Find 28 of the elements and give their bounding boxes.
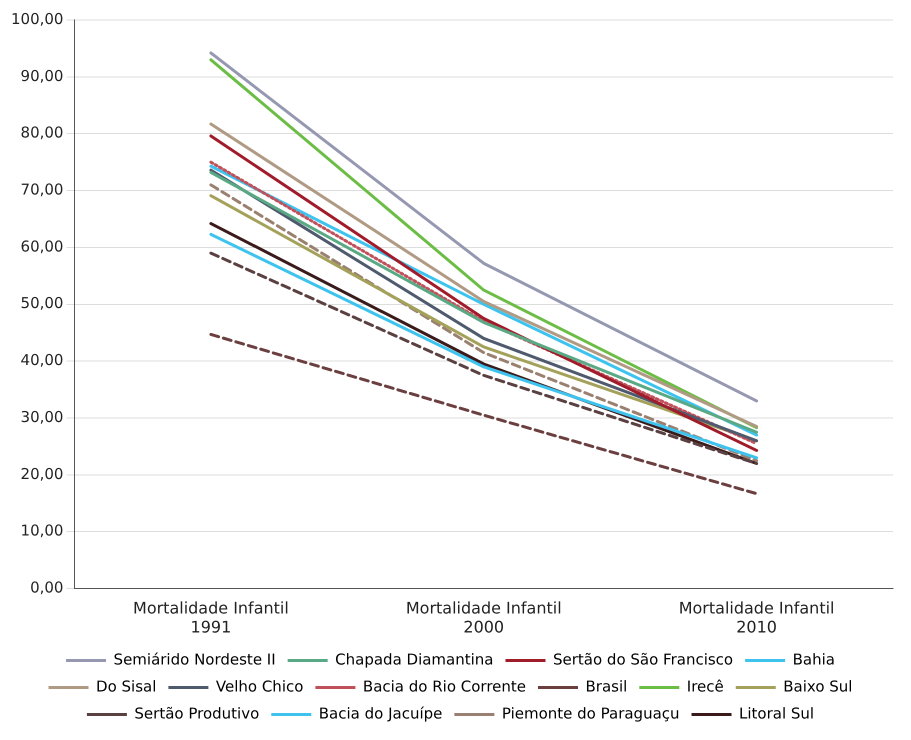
legend-label: Sertão Produtivo xyxy=(134,704,260,722)
y-tick-label: 40,00 xyxy=(20,351,64,370)
y-tick-label: 10,00 xyxy=(20,522,64,540)
x-tick-label: Mortalidade Infantil 2010 xyxy=(678,598,834,637)
y-tick-label: 70,00 xyxy=(20,180,64,198)
legend-label: Piemonte do Paraguaçu xyxy=(502,704,680,722)
legend-label: Irecê xyxy=(686,677,724,696)
legend-label: Sertão do São Francisco xyxy=(552,650,734,668)
x-tick-label: Mortalidade Infantil 2000 xyxy=(406,598,562,637)
x-tick-label: Mortalidade Infantil 1991 xyxy=(133,598,289,637)
y-tick-label: 90,00 xyxy=(20,66,64,85)
legend-label: Semiárido Nordeste II xyxy=(114,650,276,668)
y-tick-label: 30,00 xyxy=(20,408,64,426)
y-tick-label: 80,00 xyxy=(20,124,64,142)
legend-label: Baixo Sul xyxy=(783,677,852,696)
legend-label: Bacia do Jacuípe xyxy=(318,704,442,722)
legend-label: Bacia do Rio Corrente xyxy=(362,677,526,696)
legend-label: Do Sisal xyxy=(96,677,156,696)
legend-label: Velho Chico xyxy=(216,677,304,696)
legend-label: Litoral Sul xyxy=(739,704,814,722)
legend-label: Bahia xyxy=(792,650,835,668)
legend-label: Chapada Diamantina xyxy=(335,650,494,668)
y-tick-label: 20,00 xyxy=(20,464,64,483)
y-tick-label: 60,00 xyxy=(20,237,64,256)
y-tick-label: 50,00 xyxy=(20,294,64,312)
y-tick-label: 100,00 xyxy=(10,10,64,28)
legend-label: Brasil xyxy=(586,677,628,696)
y-tick-label: 0,00 xyxy=(30,578,64,596)
